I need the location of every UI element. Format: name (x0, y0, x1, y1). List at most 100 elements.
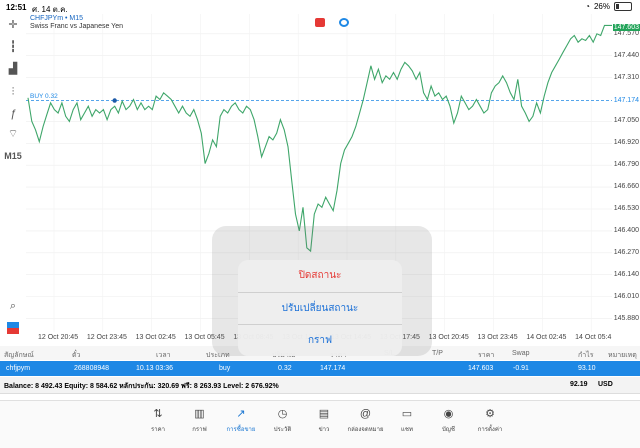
tab-label: ราคา (151, 427, 165, 433)
tab-history[interactable]: ◷ ประวัติ (263, 407, 303, 434)
price-tick-label: 146.400 (613, 226, 639, 234)
price-tick-label: 146.660 (613, 183, 639, 191)
price-tick-label: 146.530 (613, 205, 639, 212)
tab-label: การซื้อขาย (226, 427, 256, 433)
tab-settings[interactable]: ⚙ การตั้งค่า (470, 407, 510, 434)
tab-chat[interactable]: ▭ แชท (387, 407, 427, 434)
price-tick-label: 147.440 (613, 51, 639, 59)
mailbox-icon: @ (359, 408, 372, 420)
position-open-price: 147.174 (320, 365, 346, 372)
time-tick-label: 13 Oct 02:45 (135, 334, 176, 341)
tab-trade[interactable]: ↗ การซื้อขาย (221, 407, 261, 434)
position-type: buy (219, 365, 231, 372)
table-column-header[interactable]: เวลา (156, 352, 171, 359)
trade-icon: ↗ (236, 408, 246, 420)
time-tick-label: 13 Oct 23:45 (477, 334, 518, 341)
shapes-icon[interactable]: ⌔ (7, 128, 19, 140)
chart-menu-item[interactable]: กราฟ (238, 324, 402, 356)
price-axis: 147.570 147.440 147.310 147.174 147.050 146.9… (612, 14, 640, 332)
tab-news[interactable]: ▤ ข่าว (304, 407, 344, 434)
indicators-icon[interactable]: ▟ (8, 62, 18, 75)
tab-label: ข่าว (318, 427, 330, 433)
one-click-trading-icon[interactable] (5, 320, 21, 336)
time-tick-label: 12 Oct 20:45 (38, 334, 79, 341)
history-icon: ◷ (277, 408, 288, 420)
modify-position-menu-item[interactable]: ปรับเปลี่ยนสถานะ (238, 292, 402, 324)
price-chart[interactable]: BUY 0.32 (26, 14, 612, 332)
chart-grid (26, 14, 612, 332)
tab-quotes[interactable]: ⇅ ราคา (138, 407, 178, 434)
tab-label: การตั้งค่า (477, 427, 503, 433)
tab-accounts[interactable]: ◉ บัญชี (429, 407, 469, 434)
price-tick-label: 146.790 (613, 161, 639, 169)
tab-label: กราฟ (192, 427, 207, 433)
price-tick-label: 146.270 (613, 248, 639, 256)
table-column-header[interactable]: ประเภท (206, 352, 230, 359)
chat-icon: ▭ (401, 408, 413, 420)
time-tick-label: 12 Oct 23:45 (86, 334, 127, 341)
function-icon[interactable]: ƒ (9, 108, 17, 120)
symbol-description: Swiss Franc vs Japanese Yen (30, 23, 123, 30)
status-bar: 12:51 ศ. 14 ต.ค. ◔ 26% (0, 0, 640, 14)
battery-icon (614, 2, 632, 11)
total-profit: 92.19 (570, 381, 588, 388)
news-icon: ▤ (318, 408, 330, 420)
symbol-title: CHFJPYm • M15 (30, 15, 84, 22)
symbol-info-buttons[interactable] (315, 18, 349, 27)
table-column-header[interactable]: T/P (432, 350, 443, 357)
settings-icon: ⚙ (485, 408, 495, 420)
tab-charts[interactable]: ▥ กราฟ (180, 407, 220, 434)
table-column-header[interactable]: สัญลักษณ์ (4, 352, 34, 359)
time-tick-label: 13 Oct 05:45 (184, 334, 225, 341)
table-column-header[interactable]: หมายเหตุ (608, 352, 637, 359)
bottom-tab-bar: ⇅ ราคา ▥ กราฟ ↗ การซื้อขาย ◷ ประวัติ ▤ ข่าว @ กล่อง… (0, 400, 640, 448)
current-price-tag: 147.603 (612, 24, 640, 32)
buy-quick-icon[interactable] (339, 18, 349, 27)
buy-entry-marker (112, 98, 117, 103)
time-tick-label: 14 Oct 02:45 (526, 334, 567, 341)
account-summary: Balance: 8 492.43 Equity: 8 584.62 หลักป… (0, 377, 640, 394)
table-column-header[interactable]: กำไร (578, 352, 594, 359)
time-tick-label: 14 Oct 05:4 (575, 334, 612, 341)
time-tick-label: 13 Oct 20:45 (428, 334, 469, 341)
search-chart-icon[interactable]: ⌕ (9, 299, 17, 312)
position-ticket: 268808948 (74, 365, 110, 372)
accounts-icon: ◉ (443, 408, 454, 420)
tab-mailbox[interactable]: @ กล่องจดหมาย (346, 407, 386, 434)
chart-type-icon[interactable]: ┇ (9, 40, 17, 53)
wifi-icon: ◔ (585, 2, 590, 11)
tab-label: กล่องจดหมาย (347, 427, 384, 433)
price-tick-label: 147.050 (613, 117, 639, 125)
timeframe-button[interactable]: M15 (4, 151, 22, 161)
settings-sliders-icon[interactable]: ⫶ (11, 85, 15, 98)
position-swap: -0.91 (513, 365, 529, 372)
sell-quick-icon[interactable] (315, 18, 325, 27)
quotes-icon: ⇅ (153, 408, 163, 420)
price-tick-label: 146.920 (613, 139, 639, 147)
price-tick-label: 146.140 (613, 270, 639, 278)
position-time: 10.13 03:36 (136, 365, 173, 372)
close-position-menu-item[interactable]: ปิดสถานะ (298, 270, 342, 281)
price-tick-label: 147.310 (613, 73, 639, 81)
table-column-header[interactable]: Swap (512, 350, 530, 357)
tab-label: แชท (401, 427, 413, 433)
chart-toolbar: ✛ ┇ ▟ ⫶ ƒ ⌔ M15 ⌕ (0, 14, 26, 334)
position-profit: 93.10 (578, 365, 596, 372)
battery-level: 26% (593, 2, 610, 11)
charts-icon: ▥ (194, 408, 205, 420)
table-column-header[interactable]: ราคา (478, 352, 495, 359)
price-tick-label: 147.570 (613, 29, 639, 37)
position-action-menu: ปิดสถานะ ปรับเปลี่ยนสถานะ กราฟ (238, 260, 402, 356)
status-right: ◔ 26% (585, 2, 632, 11)
price-tick-label: 145.880 (613, 314, 639, 322)
status-date: ศ. 14 ต.ค. (32, 5, 68, 14)
price-tick-label: 146.010 (613, 292, 639, 300)
buy-label: BUY 0.32 (30, 92, 58, 100)
chart-canvas (26, 14, 612, 332)
price-tick-label: 147.174 (613, 96, 639, 104)
tab-label: บัญชี (442, 427, 455, 433)
position-row[interactable]: chfjpym 268808948 10.13 03:36 buy 0.32 1… (0, 361, 640, 376)
table-column-header[interactable]: ตั๋ว (72, 352, 81, 359)
crosshair-icon[interactable]: ✛ (8, 18, 18, 31)
account-currency: USD (598, 381, 613, 388)
